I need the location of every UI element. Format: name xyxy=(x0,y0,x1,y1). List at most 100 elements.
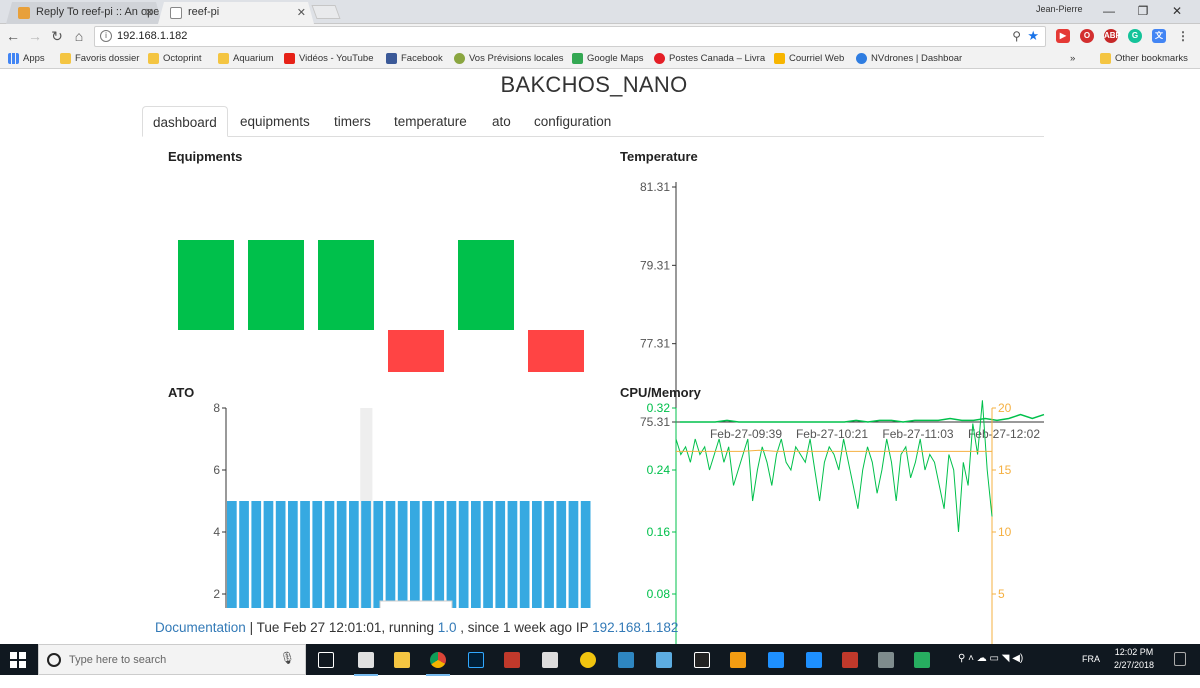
close-tab-icon[interactable]: ✕ xyxy=(144,7,154,19)
equipment-bar xyxy=(388,330,444,372)
browser-tab-title: reef-pi xyxy=(188,6,220,18)
tab-ato[interactable]: ato xyxy=(492,114,511,129)
bookmark-youtube[interactable]: Vidéos - YouTube xyxy=(284,53,373,64)
footer: Documentation | Tue Feb 27 12:01:01, run… xyxy=(155,620,678,635)
bookmark-star-icon[interactable]: ★ xyxy=(1027,28,1039,43)
adblock-extension-icon[interactable]: ABP xyxy=(1104,29,1121,43)
forward-icon[interactable]: → xyxy=(28,28,42,44)
browser-tab-reefpi[interactable]: reef-pi ✕ xyxy=(158,2,314,24)
bookmark-postes[interactable]: Postes Canada – Livra xyxy=(654,53,765,64)
address-bar[interactable]: i 192.168.1.182 ⚲ ★ xyxy=(94,26,1046,47)
minimize-icon[interactable]: — xyxy=(1103,4,1115,18)
ato-bar xyxy=(532,501,542,608)
clock-date: 2/27/2018 xyxy=(1113,660,1155,670)
solidworks-icon[interactable] xyxy=(842,652,858,668)
bookmark-other[interactable]: Other bookmarks xyxy=(1100,53,1188,64)
back-icon[interactable]: ← xyxy=(6,28,20,44)
bookmark-previsions[interactable]: Vos Prévisions locales xyxy=(454,53,564,64)
network-app-icon[interactable] xyxy=(656,652,672,668)
more-bookmarks-button[interactable]: » xyxy=(1070,53,1076,64)
tab-temperature[interactable]: temperature xyxy=(394,114,467,129)
bookmark-facebook[interactable]: Facebook xyxy=(386,53,443,64)
profile-name[interactable]: Jean-Pierre xyxy=(1036,4,1083,14)
home-icon[interactable]: ⌂ xyxy=(74,28,84,44)
browser-tab-reply[interactable]: Reply To reef-pi :: An ope ✕ xyxy=(6,2,162,24)
chrome-icon[interactable] xyxy=(426,652,450,676)
equipment-bar xyxy=(178,240,234,330)
site-info-icon[interactable]: i xyxy=(100,30,112,42)
bookmark-label: Vos Prévisions locales xyxy=(469,53,564,64)
autocad-icon[interactable] xyxy=(504,652,520,668)
version-link[interactable]: 1.0 xyxy=(437,620,457,635)
cura2-icon[interactable] xyxy=(806,652,822,668)
drone-icon xyxy=(856,53,867,64)
ato-bar xyxy=(312,501,323,608)
y-tick-label: 81.31 xyxy=(640,180,670,194)
clock-time: 12:02 PM xyxy=(1114,647,1154,657)
system-tray[interactable]: ⚲ ˄ ☁ ▭ ◥ ◀) xyxy=(958,653,1024,664)
drone-app-icon[interactable] xyxy=(618,652,634,668)
app-face-icon[interactable] xyxy=(580,652,596,668)
opera-extension-icon[interactable]: O xyxy=(1080,29,1094,43)
zoom-icon[interactable]: ⚲ xyxy=(1012,29,1021,43)
bookmark-favoris[interactable]: Favoris dossier xyxy=(60,53,139,64)
reload-icon[interactable]: ↻ xyxy=(51,28,63,44)
microphone-icon[interactable]: 🎙 xyxy=(279,651,295,665)
bookmark-nvdrones[interactable]: NVdrones | Dashboar xyxy=(856,53,962,64)
documentation-link[interactable]: Documentation xyxy=(155,620,246,635)
notifications-icon[interactable] xyxy=(1174,652,1186,666)
equipment-bar xyxy=(528,330,584,372)
close-tab-icon[interactable]: ✕ xyxy=(296,7,306,19)
ato-bar xyxy=(446,501,457,608)
close-window-icon[interactable]: ✕ xyxy=(1171,4,1183,18)
opentx-icon[interactable] xyxy=(694,652,710,668)
ato-bar xyxy=(507,501,518,608)
bookmark-octoprint[interactable]: Octoprint xyxy=(148,53,202,64)
taskbar-clock[interactable]: 12:02 PM 2/27/2018 xyxy=(1108,646,1160,672)
ato-bar xyxy=(471,501,481,608)
bookmark-label: Vidéos - YouTube xyxy=(299,53,374,64)
bookmark-aquarium[interactable]: Aquarium xyxy=(218,53,274,64)
app-terminal-icon[interactable] xyxy=(914,652,930,668)
bookmark-label: Octoprint xyxy=(163,53,202,64)
restore-icon[interactable]: ❐ xyxy=(1137,4,1149,18)
calculator-icon[interactable] xyxy=(542,652,558,668)
right-y-tick-label: 15 xyxy=(998,463,1012,477)
url-text[interactable]: 192.168.1.182 xyxy=(117,30,188,42)
maps-icon xyxy=(572,53,583,64)
bookmark-apps[interactable]: Apps xyxy=(8,53,45,64)
tab-dashboard[interactable]: dashboard xyxy=(142,106,228,137)
photoshop-icon[interactable] xyxy=(468,652,484,668)
cura-icon[interactable] xyxy=(768,652,784,668)
mail-app-icon[interactable] xyxy=(354,652,378,676)
ato-bar xyxy=(336,501,347,608)
ato-chart: 02468pump : 5 xyxy=(213,401,591,608)
browser-tab-title: Reply To reef-pi :: An ope xyxy=(36,6,160,18)
menu-icon[interactable]: ⋮ xyxy=(1177,29,1189,43)
windows-start-icon[interactable] xyxy=(10,652,26,668)
ato-bar xyxy=(263,501,274,608)
bookmark-courriel[interactable]: Courriel Web xyxy=(774,53,844,64)
ip-link[interactable]: 192.168.1.182 xyxy=(592,620,679,635)
equipments-chart: LED WHITESUMP LIGHTFANATO xyxy=(178,240,584,372)
new-tab-button[interactable] xyxy=(311,5,341,19)
ato-bar xyxy=(568,501,579,608)
ato-bar xyxy=(361,501,371,608)
browser-toolbar: ← → ↻ ⌂ i 192.168.1.182 ⚲ ★ xyxy=(0,24,1200,49)
file-explorer-icon[interactable] xyxy=(394,652,410,668)
app-fox-icon[interactable] xyxy=(730,652,746,668)
bookmark-maps[interactable]: Google Maps xyxy=(572,53,644,64)
ato-bar xyxy=(519,501,530,608)
equipment-bar xyxy=(318,240,374,330)
grammarly-extension-icon[interactable]: G xyxy=(1128,29,1142,43)
language-indicator[interactable]: FRA xyxy=(1082,654,1100,664)
app-tools-icon[interactable] xyxy=(878,652,894,668)
extension-video-icon[interactable]: ▶ xyxy=(1056,29,1070,43)
equipments-title: Equipments xyxy=(168,149,243,164)
taskbar-search[interactable]: Type here to search 🎙 xyxy=(38,644,306,675)
tab-configuration[interactable]: configuration xyxy=(534,114,612,129)
tab-equipments[interactable]: equipments xyxy=(240,114,310,129)
tab-timers[interactable]: timers xyxy=(334,114,371,129)
task-view-icon[interactable] xyxy=(318,652,334,668)
translate-extension-icon[interactable]: 文 xyxy=(1152,29,1166,43)
